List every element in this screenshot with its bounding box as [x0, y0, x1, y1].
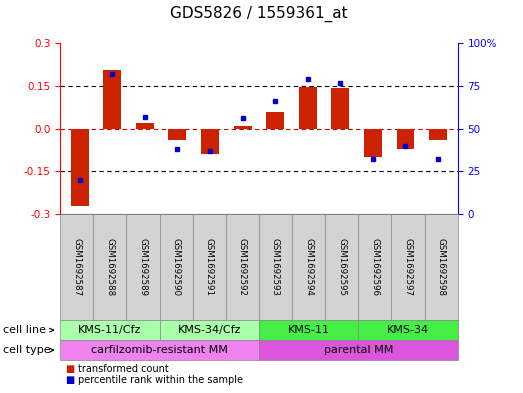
Text: cell type: cell type: [3, 345, 50, 355]
Text: GSM1692589: GSM1692589: [139, 238, 147, 296]
Text: GSM1692598: GSM1692598: [437, 238, 446, 296]
Bar: [234, 126, 252, 129]
Text: KMS-34: KMS-34: [387, 325, 429, 335]
Bar: [299, 86, 317, 129]
Text: GSM1692590: GSM1692590: [172, 238, 180, 296]
Bar: [332, 88, 349, 129]
Text: GSM1692587: GSM1692587: [72, 238, 81, 296]
Bar: [201, 129, 219, 154]
Text: percentile rank within the sample: percentile rank within the sample: [78, 375, 243, 385]
Text: KMS-11: KMS-11: [288, 325, 329, 335]
Bar: [364, 129, 382, 157]
Text: parental MM: parental MM: [324, 345, 393, 355]
Text: GDS5826 / 1559361_at: GDS5826 / 1559361_at: [170, 6, 348, 22]
Bar: [396, 129, 414, 149]
Text: KMS-34/Cfz: KMS-34/Cfz: [177, 325, 241, 335]
Text: GSM1692593: GSM1692593: [271, 238, 280, 296]
Bar: [168, 129, 186, 140]
Bar: [266, 112, 284, 129]
Bar: [71, 129, 89, 206]
Text: cell line: cell line: [3, 325, 46, 335]
Bar: [429, 129, 447, 140]
Text: ■: ■: [65, 364, 75, 375]
Bar: [136, 123, 154, 129]
Text: GSM1692591: GSM1692591: [204, 238, 214, 296]
Text: GSM1692596: GSM1692596: [370, 238, 379, 296]
Text: GSM1692588: GSM1692588: [105, 238, 115, 296]
Bar: [104, 70, 121, 129]
Text: carfilzomib-resistant MM: carfilzomib-resistant MM: [91, 345, 228, 355]
Text: ■: ■: [65, 375, 75, 385]
Text: GSM1692594: GSM1692594: [304, 238, 313, 296]
Text: KMS-11/Cfz: KMS-11/Cfz: [78, 325, 142, 335]
Text: GSM1692595: GSM1692595: [337, 238, 346, 296]
Text: transformed count: transformed count: [78, 364, 169, 375]
Text: GSM1692592: GSM1692592: [238, 238, 247, 296]
Text: GSM1692597: GSM1692597: [403, 238, 413, 296]
